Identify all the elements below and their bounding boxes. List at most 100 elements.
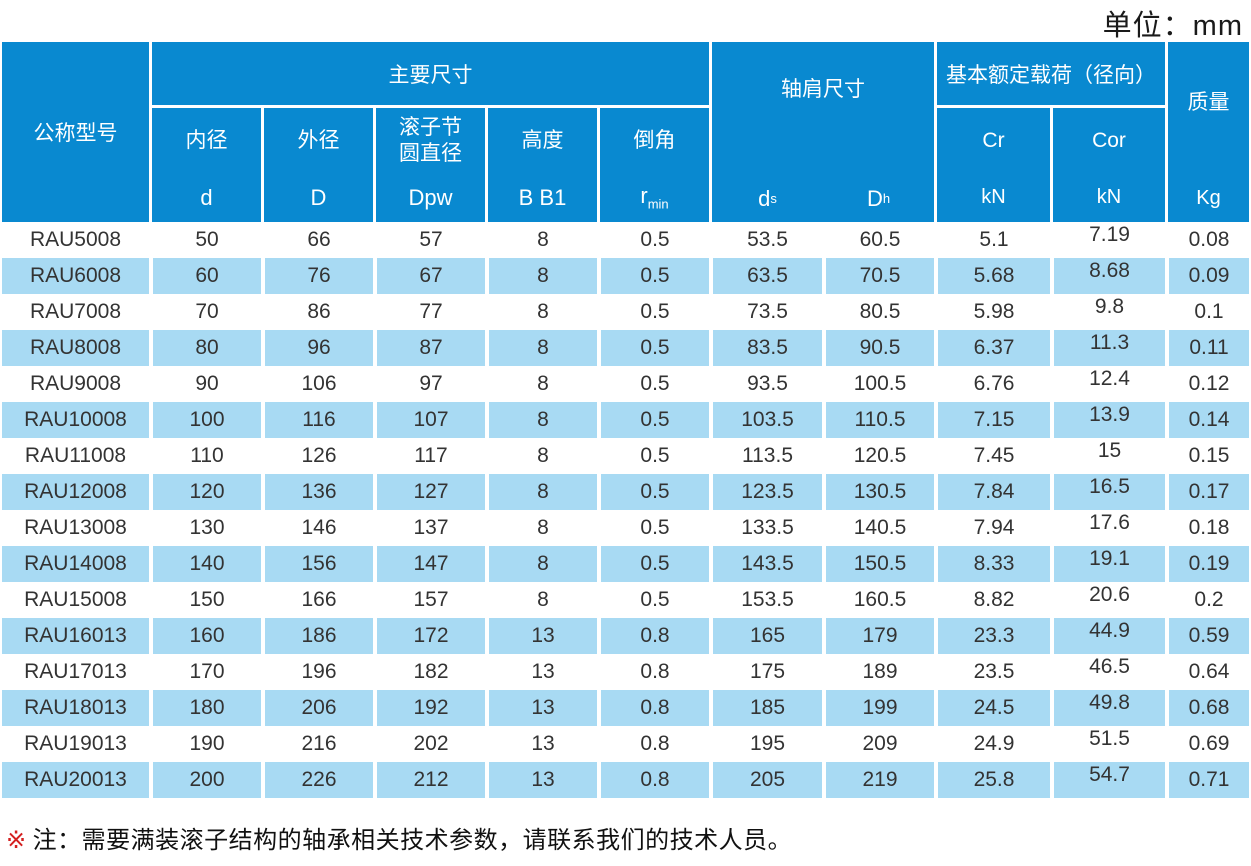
col-header-height: 高度 B B1 <box>485 108 597 222</box>
cell-b: 13 <box>485 618 597 654</box>
cell-dpw: 87 <box>373 330 485 366</box>
unit-label: 单位：mm <box>1102 10 1243 42</box>
cell-b: 13 <box>485 654 597 690</box>
table-row: RAU6008 60 76 67 8 0.5 63.5 70.5 5.68 8.68 0.09 <box>2 258 1249 294</box>
cell-d: 60 <box>149 258 261 294</box>
footnote-text: 注：需要满装滚子结构的轴承相关技术参数，请联系我们的技术人员。 <box>32 827 793 854</box>
cell-ds: 53.5 <box>709 222 822 258</box>
cell-d: 86 <box>261 294 373 330</box>
table-row: RAU14008 140 156 147 8 0.5 143.5 150.5 8.33 19.1 0… <box>2 546 1249 582</box>
cell-dpw: 107 <box>373 402 485 438</box>
cell-r: 0.5 <box>597 366 709 402</box>
cell-b: 8 <box>485 330 597 366</box>
cell-kg: 0.64 <box>1165 654 1249 690</box>
cell-r: 0.8 <box>597 690 709 726</box>
cell-kg: 0.71 <box>1165 762 1249 798</box>
cell-cor: 17.6 <box>1050 510 1165 546</box>
cell-r: 0.5 <box>597 402 709 438</box>
cell-d: 70 <box>149 294 261 330</box>
cell-ds: 205 <box>709 762 822 798</box>
table-body: RAU5008 50 66 57 8 0.5 53.5 60.5 5.1 7.19 0.08 RAU6… <box>2 222 1249 798</box>
cell-ds: 143.5 <box>709 546 822 582</box>
cell-cr: 7.84 <box>934 474 1050 510</box>
chamfer-symbol: rmin <box>640 183 669 212</box>
cell-cr: 6.76 <box>934 366 1050 402</box>
table-row: RAU10008 100 116 107 8 0.5 103.5 110.5 7.15 13.9 0… <box>2 402 1249 438</box>
cell-b: 8 <box>485 510 597 546</box>
cell-ds: 165 <box>709 618 822 654</box>
cell-dh: 120.5 <box>822 438 934 474</box>
cell-r: 0.5 <box>597 546 709 582</box>
cell-r: 0.5 <box>597 582 709 618</box>
cell-d: 190 <box>149 726 261 762</box>
cell-kg: 0.19 <box>1165 546 1249 582</box>
load-rating-label: 基本额定载荷（径向） <box>946 63 1156 87</box>
table-row: RAU5008 50 66 57 8 0.5 53.5 60.5 5.1 7.19 0.08 <box>2 222 1249 258</box>
cell-cor: 19.1 <box>1050 546 1165 582</box>
cell-model: RAU16013 <box>2 618 149 654</box>
cell-model: RAU15008 <box>2 582 149 618</box>
group-header-main-dims-label: 主要尺寸 <box>388 63 473 87</box>
table-header: 公称型号 主要尺寸 内径 d 外径 D 滚子节 圆直径 Dpw 高度 B B1 … <box>2 42 1249 222</box>
cell-d: 120 <box>149 474 261 510</box>
cell-kg: 0.2 <box>1165 582 1249 618</box>
cell-model: RAU9008 <box>2 366 149 402</box>
cell-model: RAU19013 <box>2 726 149 762</box>
col-header-model: 公称型号 <box>2 42 149 222</box>
cell-d: 146 <box>261 510 373 546</box>
cell-r: 0.5 <box>597 222 709 258</box>
cell-d: 180 <box>149 690 261 726</box>
cell-b: 8 <box>485 546 597 582</box>
cell-dpw: 202 <box>373 726 485 762</box>
cor-label: Cor <box>1092 128 1126 152</box>
cell-d: 200 <box>149 762 261 798</box>
cell-dpw: 127 <box>373 474 485 510</box>
cell-model: RAU13008 <box>2 510 149 546</box>
cell-dh: 150.5 <box>822 546 934 582</box>
height-label: 高度 <box>521 128 564 152</box>
cell-cr: 23.3 <box>934 618 1050 654</box>
cell-cor: 8.68 <box>1050 258 1165 294</box>
col-header-cor: Cor kN <box>1050 108 1165 222</box>
cell-cr: 8.82 <box>934 582 1050 618</box>
cell-model: RAU7008 <box>2 294 149 330</box>
cell-cor: 44.9 <box>1050 618 1165 654</box>
bore-symbol: d <box>200 184 213 210</box>
cell-cr: 5.68 <box>934 258 1050 294</box>
cell-dh: 70.5 <box>822 258 934 294</box>
table-row: RAU17013 170 196 182 13 0.8 175 189 23.5 46.5 0.64 <box>2 654 1249 690</box>
cell-kg: 0.08 <box>1165 222 1249 258</box>
table-row: RAU15008 150 166 157 8 0.5 153.5 160.5 8.82 20.6 0… <box>2 582 1249 618</box>
cell-cr: 6.37 <box>934 330 1050 366</box>
cell-dh: 140.5 <box>822 510 934 546</box>
cor-unit: kN <box>1096 186 1122 208</box>
cell-ds: 195 <box>709 726 822 762</box>
table-row: RAU7008 70 86 77 8 0.5 73.5 80.5 5.98 9.8 0.1 <box>2 294 1249 330</box>
cell-dpw: 137 <box>373 510 485 546</box>
cell-dpw: 97 <box>373 366 485 402</box>
table-row: RAU8008 80 96 87 8 0.5 83.5 90.5 6.37 11.3 0.11 <box>2 330 1249 366</box>
cell-dh: 179 <box>822 618 934 654</box>
height-symbol: B B1 <box>518 184 567 210</box>
cell-d: 136 <box>261 474 373 510</box>
cell-kg: 0.69 <box>1165 726 1249 762</box>
cell-dpw: 77 <box>373 294 485 330</box>
cell-cr: 7.94 <box>934 510 1050 546</box>
cell-kg: 0.11 <box>1165 330 1249 366</box>
cell-cr: 25.8 <box>934 762 1050 798</box>
cell-kg: 0.17 <box>1165 474 1249 510</box>
cell-r: 0.5 <box>597 258 709 294</box>
mass-unit: Kg <box>1196 187 1221 209</box>
cell-d: 126 <box>261 438 373 474</box>
shoulder-label: 轴肩尺寸 <box>781 78 865 101</box>
group-header-load-rating: 基本额定载荷（径向） <box>934 42 1165 108</box>
cell-kg: 0.68 <box>1165 690 1249 726</box>
cell-d: 160 <box>149 618 261 654</box>
cell-d: 206 <box>261 690 373 726</box>
cell-b: 13 <box>485 690 597 726</box>
cell-d: 116 <box>261 402 373 438</box>
cell-d: 196 <box>261 654 373 690</box>
cell-cr: 5.1 <box>934 222 1050 258</box>
cell-ds: 123.5 <box>709 474 822 510</box>
